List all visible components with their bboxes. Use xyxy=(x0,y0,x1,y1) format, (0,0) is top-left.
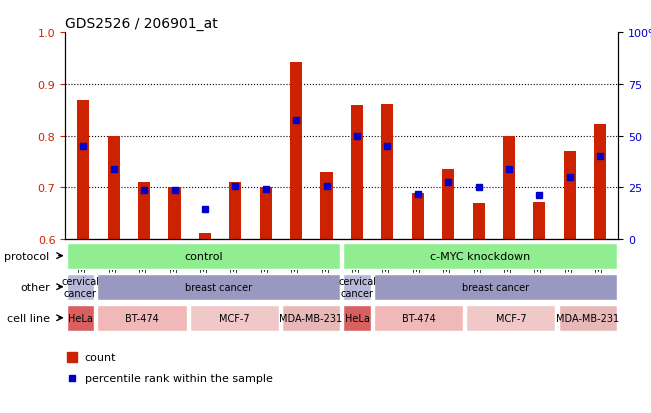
FancyBboxPatch shape xyxy=(66,305,94,331)
Bar xyxy=(229,183,242,240)
Text: other: other xyxy=(20,282,49,292)
FancyBboxPatch shape xyxy=(343,243,617,269)
Bar xyxy=(77,101,89,240)
Text: c-MYC knockdown: c-MYC knockdown xyxy=(430,251,530,261)
Text: percentile rank within the sample: percentile rank within the sample xyxy=(85,373,273,383)
Bar xyxy=(533,202,546,240)
Bar xyxy=(473,203,485,240)
FancyBboxPatch shape xyxy=(343,305,371,331)
Bar xyxy=(199,233,211,240)
Bar xyxy=(442,170,454,240)
FancyBboxPatch shape xyxy=(343,274,371,300)
Text: count: count xyxy=(85,352,116,362)
FancyBboxPatch shape xyxy=(66,274,94,300)
Bar xyxy=(381,104,393,240)
Bar xyxy=(290,63,302,240)
Text: HeLa: HeLa xyxy=(345,313,370,323)
FancyBboxPatch shape xyxy=(466,305,555,331)
Bar xyxy=(503,136,515,240)
FancyBboxPatch shape xyxy=(98,305,187,331)
Bar xyxy=(411,193,424,240)
FancyBboxPatch shape xyxy=(374,305,464,331)
Text: cervical
cancer: cervical cancer xyxy=(61,276,100,298)
Bar xyxy=(138,183,150,240)
Bar xyxy=(260,188,272,240)
Text: cell line: cell line xyxy=(7,313,49,323)
Text: HeLa: HeLa xyxy=(68,313,93,323)
Bar xyxy=(107,136,120,240)
Text: MCF-7: MCF-7 xyxy=(219,313,249,323)
Text: BT-474: BT-474 xyxy=(402,313,436,323)
Text: protocol: protocol xyxy=(5,251,49,261)
Text: MDA-MB-231: MDA-MB-231 xyxy=(279,313,342,323)
Text: control: control xyxy=(184,251,223,261)
FancyBboxPatch shape xyxy=(98,274,340,300)
FancyBboxPatch shape xyxy=(559,305,617,331)
Bar xyxy=(351,105,363,240)
Bar xyxy=(594,125,606,240)
Text: BT-474: BT-474 xyxy=(125,313,159,323)
FancyBboxPatch shape xyxy=(374,274,617,300)
FancyBboxPatch shape xyxy=(282,305,340,331)
Bar xyxy=(320,173,333,240)
FancyBboxPatch shape xyxy=(66,243,340,269)
Bar xyxy=(169,188,180,240)
Bar xyxy=(564,152,576,240)
Text: MCF-7: MCF-7 xyxy=(495,313,526,323)
Text: MDA-MB-231: MDA-MB-231 xyxy=(556,313,619,323)
Text: GDS2526 / 206901_at: GDS2526 / 206901_at xyxy=(65,17,218,31)
FancyBboxPatch shape xyxy=(189,305,279,331)
Text: cervical
cancer: cervical cancer xyxy=(338,276,376,298)
Text: breast cancer: breast cancer xyxy=(186,282,253,292)
Text: breast cancer: breast cancer xyxy=(462,282,529,292)
